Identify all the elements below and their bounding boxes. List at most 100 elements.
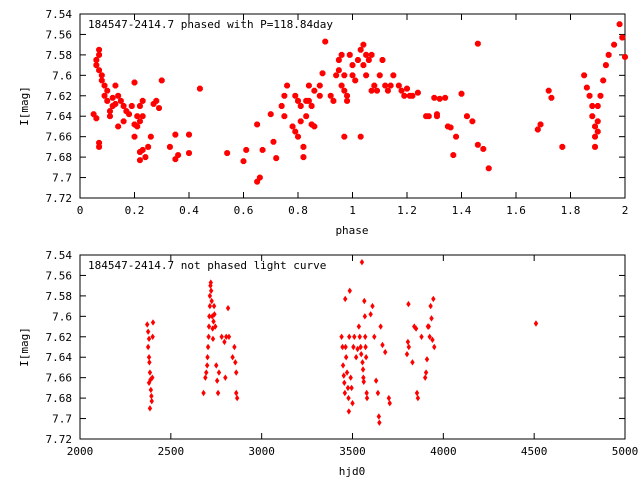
unphased-data-point <box>350 400 355 407</box>
phased-data-point <box>594 128 601 135</box>
unphased-data-point <box>205 354 210 361</box>
phased-data-point <box>134 123 141 130</box>
unphased-data-point <box>431 295 436 303</box>
phased-data-point <box>349 72 356 79</box>
phased-data-point <box>592 133 598 140</box>
phased-data-point <box>545 87 552 94</box>
unphased-data-point <box>362 297 367 305</box>
phased-x-tick-label: 1.4 <box>452 204 472 217</box>
unphased-data-point <box>204 369 209 376</box>
unphased-data-point <box>359 350 364 358</box>
phased-data-point <box>581 72 588 79</box>
unphased-data-point <box>359 258 365 266</box>
unphased-data-point <box>147 369 153 376</box>
phased-data-point <box>335 67 342 74</box>
phased-data-point <box>371 82 378 89</box>
phased-data-point <box>147 133 154 140</box>
phased-data-point <box>319 70 326 77</box>
phased-data-point <box>409 92 416 99</box>
unphased-data-point <box>353 354 359 361</box>
unphased-data-point <box>212 311 217 318</box>
phased-data-point <box>586 92 593 99</box>
unphased-data-point <box>343 295 348 303</box>
unphased-data-point <box>361 374 366 381</box>
phased-data-point <box>104 87 111 94</box>
phased-data-point <box>469 118 476 125</box>
phased-data-point <box>128 103 135 109</box>
phased-data-point <box>434 113 440 120</box>
phased-data-point <box>474 40 481 47</box>
phased-data-point <box>619 34 626 41</box>
unphased-y-tick-label: 7.66 <box>46 372 73 385</box>
phased-data-point <box>115 123 122 130</box>
phased-y-tick-label: 7.6 <box>52 69 72 82</box>
phased-data-point <box>398 87 405 94</box>
phased-data-point <box>360 41 367 48</box>
phased-y-tick-label: 7.66 <box>46 131 73 144</box>
phased-data-point <box>611 41 618 48</box>
phased-data-point <box>308 103 315 109</box>
unphased-data-point <box>410 359 415 366</box>
unphased-data-point <box>363 343 368 351</box>
unphased-data-point <box>360 359 365 366</box>
unphased-x-tick-label: 4500 <box>521 445 548 458</box>
unphased-data-point <box>232 343 237 351</box>
unphased-data-point <box>339 333 344 340</box>
unphased-data-point <box>378 323 383 330</box>
phased-data-point <box>120 118 127 125</box>
phased-data-point <box>354 57 361 63</box>
phased-data-point <box>273 155 280 162</box>
phased-data-point <box>360 62 367 69</box>
unphased-data-point <box>149 392 154 400</box>
unphased-data-point <box>214 362 219 369</box>
unphased-data-point <box>342 389 348 397</box>
phased-y-tick-label: 7.64 <box>46 110 73 123</box>
phased-x-tick-label: 2 <box>622 204 629 217</box>
phased-data-point <box>548 94 555 101</box>
phased-data-point <box>139 147 146 153</box>
unphased-data-point <box>207 313 212 320</box>
phased-data-point <box>311 87 318 94</box>
unphased-data-point <box>426 323 431 330</box>
phased-data-point <box>305 82 312 89</box>
phased-data-point <box>134 113 141 120</box>
phased-data-point <box>281 113 288 120</box>
phased-data-point <box>594 118 601 125</box>
unphased-data-point <box>222 338 227 346</box>
phased-data-point <box>357 46 364 53</box>
unphased-data-point <box>423 369 429 376</box>
phased-data-point <box>592 123 598 130</box>
phased-x-tick-label: 1 <box>349 204 356 217</box>
phased-data-point <box>120 103 127 109</box>
phased-data-point <box>131 79 138 86</box>
phased-data-point <box>93 62 100 69</box>
phased-x-tick-label: 0.2 <box>125 204 145 217</box>
phased-data-point <box>341 133 348 140</box>
unphased-data-point <box>346 408 352 415</box>
phased-data-point <box>363 51 370 58</box>
unphased-data-point <box>147 405 153 412</box>
phased-data-point <box>338 82 345 89</box>
unphased-data-point <box>209 297 214 305</box>
phased-data-point <box>297 118 304 125</box>
phased-data-point <box>311 123 318 130</box>
unphased-data-point <box>208 287 214 294</box>
phased-data-point <box>104 97 111 104</box>
phased-data-point <box>98 72 105 79</box>
phased-data-point <box>379 57 386 63</box>
phased-data-point <box>256 174 263 181</box>
phased-data-point <box>368 51 375 58</box>
phased-data-point <box>344 92 351 99</box>
phased-data-point <box>316 92 323 99</box>
unphased-data-point <box>234 369 239 376</box>
unphased-light-curve-panel: 2000 2500 3000 3500 4000 4500 5000 7.54 7.56 7.58… <box>18 249 638 478</box>
unphased-plot-points <box>145 258 539 426</box>
phased-data-point <box>292 92 299 99</box>
unphased-data-point <box>380 341 385 349</box>
phased-data-point <box>295 133 301 140</box>
phased-data-point <box>243 147 250 153</box>
unphased-data-point <box>234 389 239 397</box>
unphased-data-point <box>340 362 346 369</box>
phased-data-point <box>341 87 348 94</box>
phased-data-point <box>267 111 274 118</box>
